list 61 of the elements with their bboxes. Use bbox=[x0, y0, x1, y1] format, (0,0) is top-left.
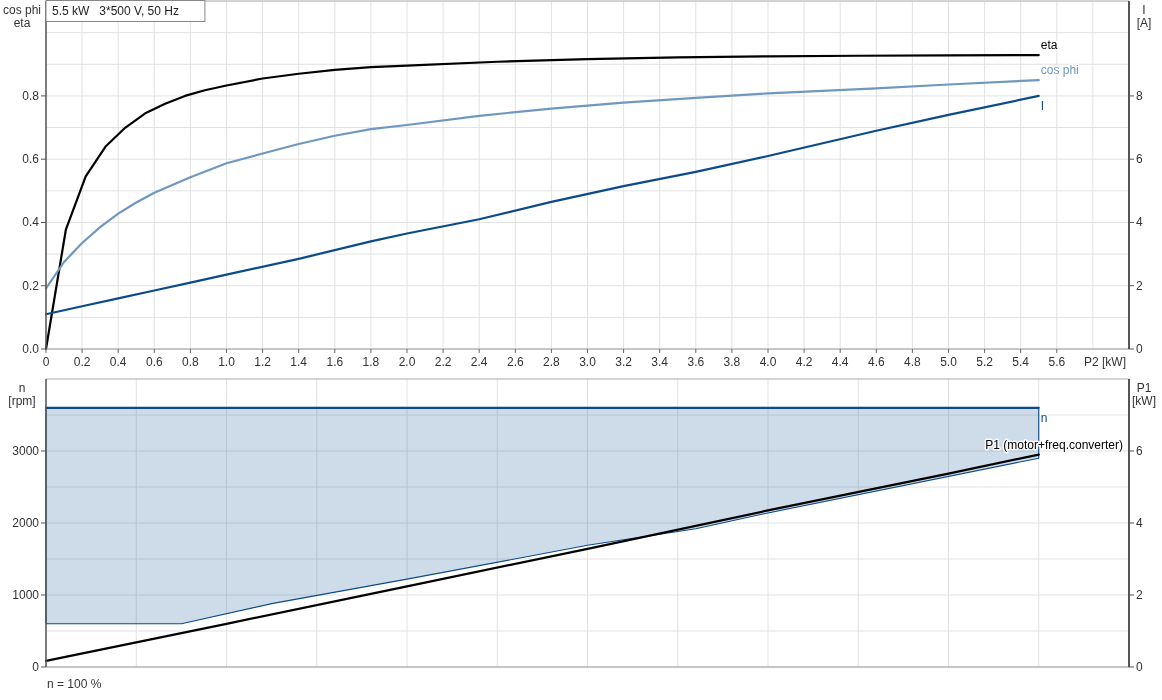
x-tick-label: 4.2 bbox=[795, 355, 813, 369]
x-tick-label: 1.8 bbox=[362, 355, 380, 369]
x-tick-label: 0.2 bbox=[73, 355, 91, 369]
x-tick-label: 3.0 bbox=[579, 355, 597, 369]
x-tick-label: 2.4 bbox=[470, 355, 488, 369]
x-tick-label: 2.8 bbox=[543, 355, 561, 369]
series-label: eta bbox=[1040, 38, 1058, 53]
x-tick-label: 2.2 bbox=[434, 355, 452, 369]
y2-tick-label: 0 bbox=[1136, 660, 1143, 674]
series-label: n bbox=[1040, 410, 1048, 425]
y2-tick-label: 6 bbox=[1136, 444, 1143, 458]
y-tick-label: 0.6 bbox=[22, 152, 40, 167]
x-tick-label: 1.0 bbox=[218, 355, 236, 369]
x-tick-label: 1.6 bbox=[326, 355, 344, 369]
line-series bbox=[44, 453, 1040, 662]
line-series bbox=[44, 94, 1040, 316]
y-tick-label: 0.4 bbox=[22, 215, 40, 230]
x-tick-label: 0 bbox=[42, 355, 50, 369]
x-tick-label: 0.8 bbox=[182, 355, 200, 369]
y-tick-label: 0.8 bbox=[22, 88, 40, 103]
x-tick-label: 2.6 bbox=[506, 355, 524, 369]
y2-tick-label: 6 bbox=[1136, 152, 1143, 167]
x-axis-title: P2 [kW] bbox=[1083, 355, 1126, 369]
y2-tick-label: 2 bbox=[1136, 278, 1143, 293]
y2-tick-label: 0 bbox=[1136, 342, 1143, 356]
x-tick-label: 5.2 bbox=[976, 355, 994, 369]
x-tick-label: 3.2 bbox=[615, 355, 633, 369]
series-label: I bbox=[1040, 98, 1045, 113]
x-tick-label: 3.8 bbox=[723, 355, 741, 369]
x-tick-label: 2.0 bbox=[398, 355, 416, 369]
y2-axis-title: I [A] bbox=[1136, 3, 1152, 30]
x-tick-label: 0.4 bbox=[109, 355, 127, 369]
y-tick-label: 0.0 bbox=[22, 342, 40, 356]
x-tick-label: 5.4 bbox=[1012, 355, 1030, 369]
chart-title: 5.5 kW 3*500 V, 50 Hz bbox=[52, 4, 179, 18]
y-tick-label: 0 bbox=[32, 660, 40, 674]
x-tick-label: 4.8 bbox=[904, 355, 922, 369]
text: n = 100 % bbox=[47, 677, 102, 691]
x-tick-label: 0.6 bbox=[145, 355, 163, 369]
x-tick-label: 1.4 bbox=[290, 355, 308, 369]
y2-axis-title: P1 [kW] bbox=[1132, 381, 1156, 408]
y-tick-label: 2000 bbox=[12, 516, 40, 530]
y2-tick-label: 8 bbox=[1136, 88, 1143, 103]
x-tick-label: 5.6 bbox=[1048, 355, 1066, 369]
x-tick-label: 5.0 bbox=[940, 355, 958, 369]
y-tick-label: 1000 bbox=[12, 588, 40, 602]
line-series bbox=[44, 78, 1040, 290]
y-axis-title: cos phi eta bbox=[2, 3, 42, 30]
y2-tick-label: 2 bbox=[1136, 588, 1143, 602]
series-label: cos phi bbox=[1040, 63, 1079, 78]
x-tick-label: 3.6 bbox=[687, 355, 705, 369]
x-tick-label: 4.6 bbox=[867, 355, 885, 369]
y2-tick-label: 4 bbox=[1136, 215, 1143, 230]
x-tick-label: 1.2 bbox=[254, 355, 272, 369]
y-tick-label: 0.2 bbox=[22, 278, 40, 293]
x-tick-label: 4.0 bbox=[759, 355, 777, 369]
y-tick-label: 3000 bbox=[12, 444, 40, 458]
x-tick-label: 4.4 bbox=[831, 355, 849, 369]
y-axis-title: n [rpm] bbox=[8, 381, 36, 408]
y2-tick-label: 4 bbox=[1136, 516, 1143, 530]
x-tick-label: 3.4 bbox=[651, 355, 669, 369]
